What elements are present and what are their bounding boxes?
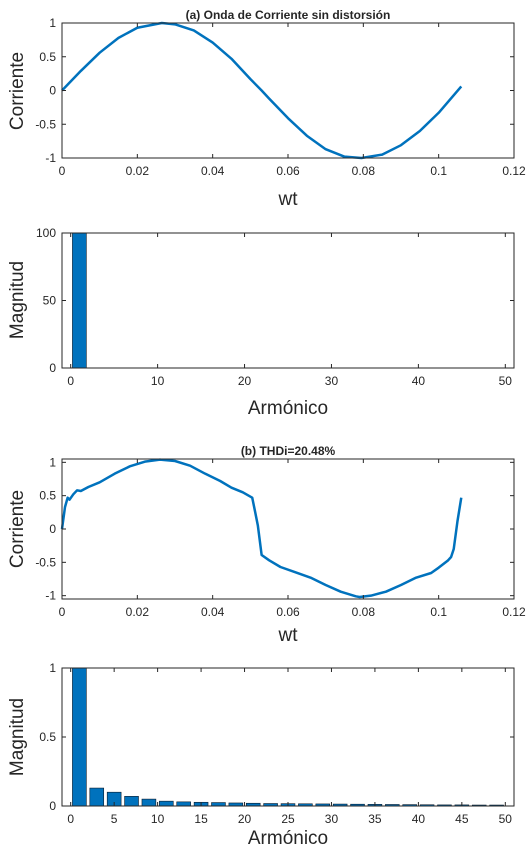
x-tick-label: 0.06 [276,605,300,619]
harmonic-bar [72,667,87,807]
y-tick-label: 0 [49,84,56,98]
chart-a-spectrum-y-axis-label: Magnitud [7,261,28,339]
harmonic-bar [141,798,157,807]
y-tick-label: -0.5 [35,555,56,569]
y-tick-label: 100 [36,226,56,240]
chart-b-x-axis-label: wt [278,625,299,646]
harmonic-bar [176,801,191,807]
y-tick-label: 0.5 [39,489,56,503]
chart-a-spectrum-axes-box [61,232,515,369]
chart-a-title: (a) Onda de Corriente sin distorsión [186,8,391,22]
y-tick-label: 1 [49,16,56,30]
chart-a-spectrum-bars [72,232,87,369]
y-tick-label: 0 [49,799,56,813]
chart-b-tick-labels: 0 0.02 0.04 0.06 0.08 0.1 0.12 -1 -0.5 0 0.5 1 [35,455,526,619]
x-tick-label: 50 [499,374,513,388]
chart-b-spectrum-x-axis-label: Armónico [248,828,328,849]
x-tick-label: 0 [67,812,74,826]
y-tick-label: 0.5 [39,50,56,64]
x-tick-label: 30 [325,812,339,826]
x-tick-label: 45 [455,812,469,826]
chart-a-plot-area [61,21,463,160]
chart-a-y-axis-label: Corriente [7,52,28,130]
x-tick-label: 0.12 [502,605,526,619]
x-tick-label: 0.02 [126,164,150,178]
x-tick-label: 0.12 [502,164,526,178]
x-tick-label: 40 [412,374,426,388]
x-tick-label: 0.1 [430,605,447,619]
y-tick-label: 50 [43,294,57,308]
series-line [61,21,463,160]
y-tick-label: 0.5 [39,730,56,744]
x-tick-label: 0 [59,605,66,619]
chart-a-current-waveform: (a) Onda de Corriente sin distorsión 0 0.… [7,8,526,210]
chart-a-spectrum-x-axis-label: Armónico [248,398,328,419]
chart-b-title: (b) THDi=20.48% [241,444,336,458]
x-tick-label: 35 [368,812,382,826]
x-tick-label: 5 [111,812,118,826]
x-tick-label: 0.04 [201,605,225,619]
chart-b-spectrum-bars [72,667,504,807]
x-tick-label: 0.08 [352,605,376,619]
y-tick-label: 0 [49,361,56,375]
chart-a-harmonic-spectrum: 0 10 20 30 40 50 0 50 100 Armónico Magnitud [7,226,515,419]
x-tick-label: 0 [59,164,66,178]
chart-a-x-axis-label: wt [278,189,299,210]
x-tick-label: 40 [412,812,426,826]
y-tick-label: 0 [49,522,56,536]
y-tick-label: -1 [45,151,56,165]
chart-b-plot-area [60,458,463,599]
x-tick-label: 20 [238,812,252,826]
harmonic-bar [124,796,139,807]
x-tick-label: 30 [325,374,339,388]
x-tick-label: 10 [151,374,165,388]
x-tick-label: 25 [281,812,295,826]
series-line [60,458,463,599]
y-tick-label: 1 [49,455,56,469]
chart-b-current-waveform: (b) THDi=20.48% 0 0.02 0.04 0.06 0.08 0.1 0.12… [7,444,526,646]
x-tick-label: 20 [238,374,252,388]
chart-b-y-axis-label: Corriente [7,490,28,568]
y-tick-label: -0.5 [35,117,56,131]
x-tick-label: 0.02 [126,605,150,619]
chart-a-tick-labels: 0 0.02 0.04 0.06 0.08 0.1 0.12 -1 -0.5 0 0.5 1 [35,16,526,178]
x-tick-label: 0.06 [276,164,300,178]
harmonic-bar [72,232,87,369]
chart-b-spectrum-axes-box [61,667,515,807]
chart-b-spectrum-y-axis-label: Magnitud [7,698,28,776]
harmonic-bar [211,802,226,807]
x-tick-label: 0.1 [430,164,447,178]
chart-b-axes-box [61,458,515,600]
y-tick-label: -1 [45,589,56,603]
chart-a-axes-box [61,22,515,159]
x-tick-label: 0 [67,374,74,388]
x-tick-label: 15 [194,812,208,826]
x-tick-label: 0.04 [201,164,225,178]
harmonic-bar [159,800,174,807]
x-tick-label: 50 [499,812,513,826]
chart-b-spectrum-tick-labels: 0 5 10 15 20 25 30 35 40 45 50 0 0.5 1 [39,661,514,826]
harmonic-bar [89,787,105,807]
x-tick-label: 10 [151,812,165,826]
chart-b-harmonic-spectrum: 0 5 10 15 20 25 30 35 40 45 50 0 0.5 1 Armónico Magni… [7,661,515,849]
y-tick-label: 1 [49,661,56,675]
x-tick-label: 0.08 [352,164,376,178]
chart-a-spectrum-tick-labels: 0 10 20 30 40 50 0 50 100 [36,226,514,388]
